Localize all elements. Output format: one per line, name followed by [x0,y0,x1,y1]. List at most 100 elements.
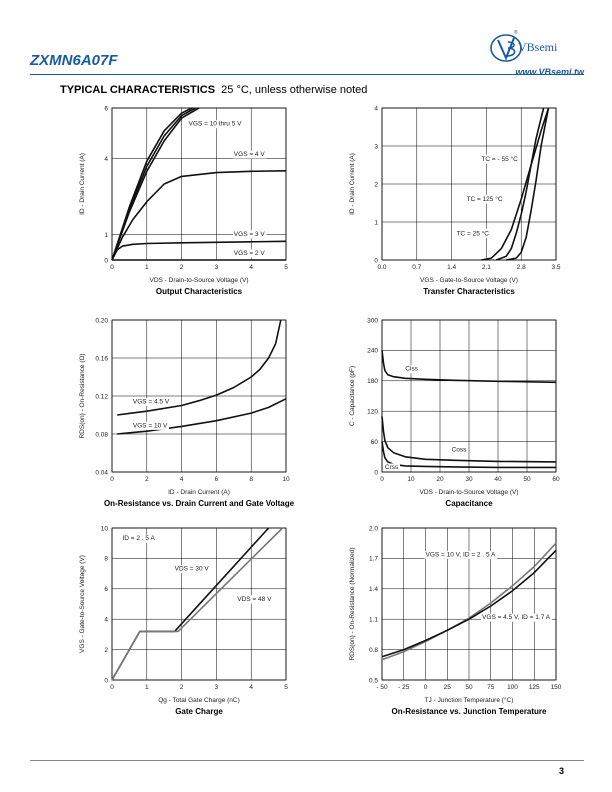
x-tick-label: 0.7 [412,264,421,271]
x-tick-label: 5 [284,264,288,271]
y-axis-label: RDS(on) - On-Resistance (Ω) [79,353,86,438]
curve-label: VGS = 10 V, ID = 2 . 5 A [426,551,497,558]
curve-label-bg [131,421,170,430]
page-number: 3 [558,766,564,776]
y-axis-label: VGS - Gate-to-Source Voltage (V) [79,555,86,653]
x-tick-label: 30 [465,476,473,483]
plot-frame [111,319,287,473]
x-tick-label: 2 [145,476,149,483]
x-tick-label: 2.1 [482,264,491,271]
plot-frame [111,527,287,681]
y-tick-label: 1.4 [369,586,378,593]
y-tick-label: 4 [104,156,108,163]
x-axis-label: TJ - Junction Temperature (°C) [425,696,514,704]
y-tick-label: 1.1 [369,617,378,624]
curve-label-bg [383,463,401,472]
brand-name: VBsemi [518,40,558,54]
curve-label-bg [232,249,267,258]
x-tick-label: - 50 [376,684,388,691]
series-line-1 [111,107,196,261]
y-axis-label: RDS(on) - On-Resistance (Normalized) [349,547,356,660]
curve-label: ID = 2 . 5 A [122,535,155,542]
section-subtitle: 25 °C, unless otherwise noted [221,84,368,96]
x-tick-label: 3.5 [551,264,560,271]
x-tick-label: 3 [215,684,219,691]
curve-label: Coss [452,447,468,454]
x-tick-label: 60 [552,476,560,483]
x-tick-label: - 25 [398,684,410,691]
section-title: TYPICAL CHARACTERISTICS [60,84,216,96]
curve-label: VGS = 2 V [234,250,266,257]
curve-label-bg [232,150,267,159]
x-tick-label: 0 [110,684,114,691]
y-tick-label: 240 [367,348,378,355]
y-tick-label: 2.0 [369,525,378,532]
x-tick-label: 5 [284,684,288,691]
x-tick-label: 2.8 [517,264,526,271]
x-tick-label: 100 [507,684,518,691]
x-tick-label: 6 [215,476,219,483]
curve-label-bg [404,365,420,374]
series-line-0 [381,542,557,661]
header-rule [30,74,584,75]
chart-title: On-Resistance vs. Junction Temperature [391,707,547,716]
y-tick-label: 0.20 [95,317,108,324]
curve-label-bg [121,534,157,543]
curve-label: Ciss [405,366,418,373]
capacitance-chart: 0 10 20 30 40 50 60 0 60 120 180 240 300 VDS - Drain-… [349,317,560,508]
series-line-4 [111,240,287,261]
series-line-0 [111,107,200,261]
x-axis-label: VDS - Drain-to-Source Voltage (V) [420,489,519,496]
x-tick-label: 0 [380,476,384,483]
curve-label: TC = 125 °C [467,195,503,203]
curve-label: VDS = 30 V [175,566,210,573]
curve-label: VGS = 10 thru 5 V [189,121,243,128]
y-tick-label: 0 [104,257,108,264]
curve-label: VGS = 3 V [234,231,266,238]
x-tick-label: 1 [145,264,149,271]
y-tick-label: 0.08 [95,431,108,438]
website-url[interactable]: www.VBsemi.tw [515,67,584,77]
curve-label: Crss [385,464,399,471]
curve-label: TC = - 55 °C [481,155,518,163]
output-characteristics-chart: 0 1 2 3 4 5 0 1 4 6 VDS - Drain-to-Source Voltage … [79,105,288,296]
curve-label-bg [455,228,491,238]
y-tick-label: 3 [374,143,378,150]
curve-label-bg [236,595,274,604]
chart-title: On-Resistance vs. Drain Current and Gate… [104,499,295,508]
x-tick-label: 10 [282,476,290,483]
series-line-1 [117,398,287,435]
on-resistance-vs-temperature-chart: - 50 - 25 0 25 50 75 100 125 150 0.5 0.8 1.1 1.4 1.7 2… [349,525,562,716]
part-number: ZXMN6A07F [30,52,118,69]
curve-label: TC = 25 °C [457,229,490,237]
x-tick-label: 2 [180,264,184,271]
x-axis-label: VDS - Drain-to-Source Voltage (V) [150,277,249,284]
curve-label: VGS = 4.5 V, ID = 1.7 A [482,614,551,621]
y-tick-label: 0.16 [95,355,108,362]
series-line-0 [117,319,282,416]
y-tick-label: 2 [374,181,378,188]
y-tick-label: 1.7 [369,556,378,563]
series-line-2 [111,107,193,261]
y-tick-label: 4 [104,617,108,624]
registered-mark: ® [514,30,518,36]
series-line-1 [381,416,557,463]
curve-label-bg [450,446,469,455]
x-tick-label: 50 [465,684,473,691]
on-resistance-vs-current-chart: 0 2 4 6 8 10 0.04 0.08 0.12 0.16 0.20 ID - Drain Cu… [79,317,295,508]
x-tick-label: 50 [523,476,531,483]
y-tick-label: 60 [371,439,379,446]
x-tick-label: 3 [215,264,219,271]
curve-label-bg [187,120,244,129]
x-tick-label: 4 [180,476,184,483]
y-tick-label: 0 [374,257,378,264]
y-tick-label: 10 [101,525,109,532]
series-line-0 [506,107,550,261]
series-line-0 [111,527,270,681]
x-tick-label: 4 [249,264,253,271]
y-tick-label: 1 [104,232,108,239]
curve-label-bg [173,565,211,574]
x-tick-label: 150 [551,684,562,691]
x-tick-label: 1 [145,684,149,691]
y-tick-label: 6 [104,586,108,593]
